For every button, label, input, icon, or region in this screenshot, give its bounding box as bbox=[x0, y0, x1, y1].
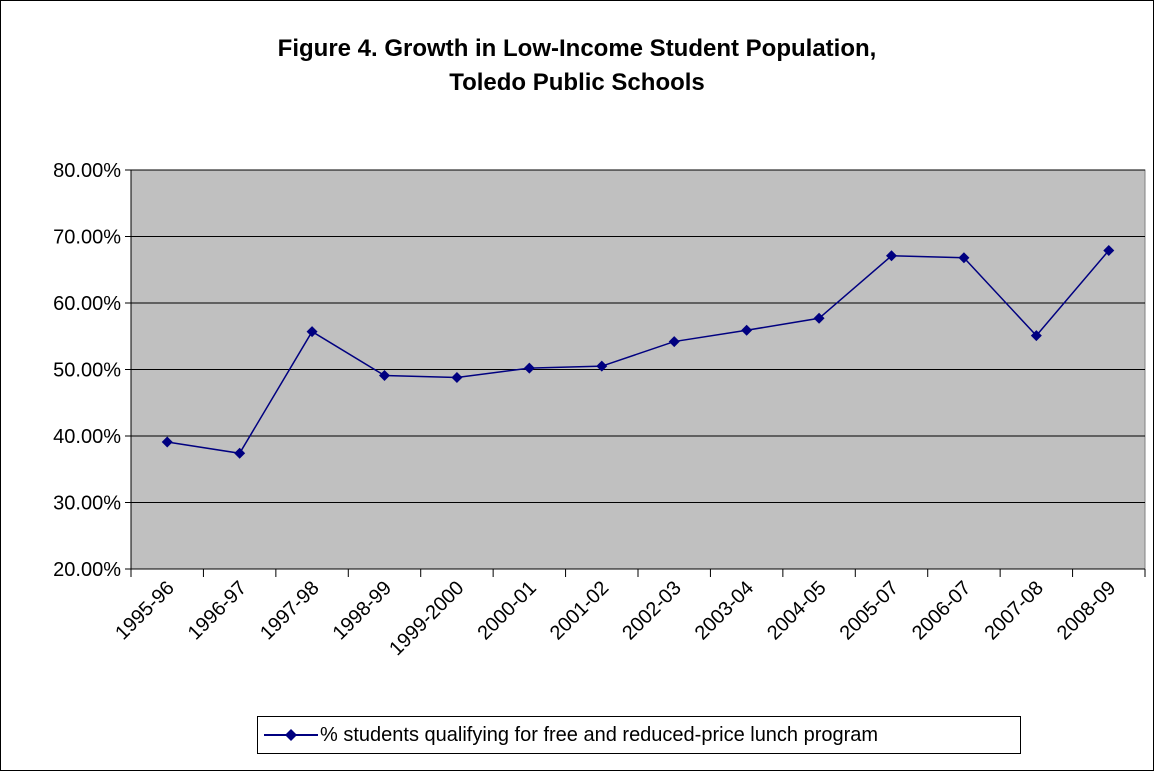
y-tick-label: 30.00% bbox=[53, 493, 121, 515]
x-tick-label: 1999-2000 bbox=[385, 577, 468, 660]
x-tick-label: 2006-07 bbox=[908, 577, 975, 644]
x-tick-label: 2005-07 bbox=[836, 577, 903, 644]
x-tick-label: 2003-04 bbox=[691, 577, 758, 644]
data-point bbox=[886, 250, 897, 262]
x-tick-label: 2007-08 bbox=[980, 577, 1047, 644]
data-point bbox=[1103, 244, 1115, 256]
legend-label: % students qualifying for free and reduc… bbox=[320, 723, 879, 746]
data-point bbox=[958, 252, 970, 264]
y-tick-label: 70.00% bbox=[53, 227, 121, 249]
data-point bbox=[379, 369, 390, 381]
x-tick-label: 1996-97 bbox=[184, 577, 251, 644]
data-point bbox=[1030, 330, 1042, 342]
chart-title: Figure 4. Growth in Low-Income Student P… bbox=[0, 32, 1154, 100]
x-tick-label: 1998-99 bbox=[329, 577, 396, 644]
chart-subtitle: Toledo Public Schools bbox=[449, 69, 705, 96]
x-tick-label: 1995-96 bbox=[111, 577, 178, 644]
data-point bbox=[451, 371, 463, 383]
x-tick-label: 2008-09 bbox=[1053, 577, 1120, 644]
legend-swatch bbox=[264, 729, 318, 741]
y-tick-label: 60.00% bbox=[53, 293, 121, 315]
data-point bbox=[523, 362, 535, 374]
data-point bbox=[596, 360, 608, 372]
x-tick-label: 2002-03 bbox=[618, 577, 685, 644]
data-point bbox=[234, 447, 246, 459]
y-tick-label: 50.00% bbox=[53, 360, 121, 382]
x-tick-label: 1997-98 bbox=[256, 577, 323, 644]
legend: % students qualifying for free and reduc… bbox=[257, 716, 1021, 754]
x-tick-label: 2004-05 bbox=[763, 577, 830, 644]
data-point bbox=[306, 326, 318, 338]
chart-title-line-1: Figure 4. Growth in Low-Income Student P… bbox=[277, 35, 877, 62]
y-tick-label: 40.00% bbox=[53, 426, 121, 448]
series-line bbox=[167, 249, 1110, 455]
x-tick-label: 2000-01 bbox=[473, 577, 540, 644]
data-point bbox=[161, 436, 173, 448]
y-tick-label: 80.00% bbox=[53, 160, 121, 182]
y-tick-label: 20.00% bbox=[53, 559, 121, 581]
data-point bbox=[668, 336, 680, 348]
data-point bbox=[813, 312, 825, 324]
x-tick-label: 2001-02 bbox=[546, 577, 613, 644]
data-point bbox=[741, 324, 753, 336]
